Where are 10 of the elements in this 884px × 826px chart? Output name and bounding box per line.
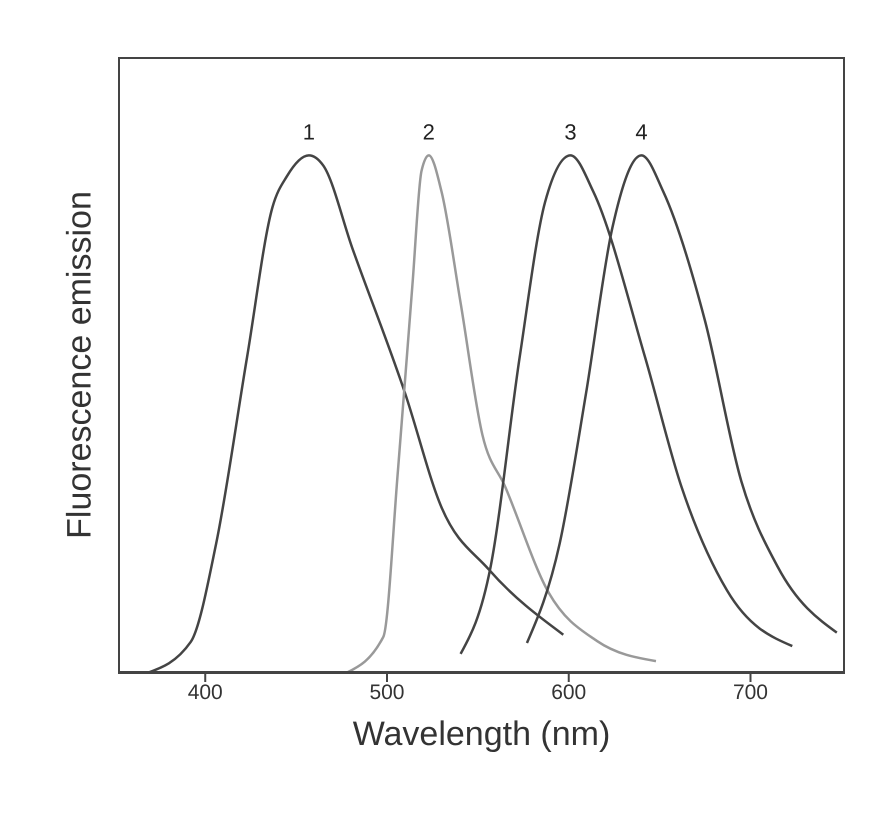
- x-tick-label: 600: [551, 680, 586, 704]
- series-label: 2: [422, 119, 435, 144]
- series-label: 3: [564, 119, 577, 144]
- x-axis-title: Wavelength (nm): [352, 715, 610, 753]
- series-label: 4: [635, 119, 648, 144]
- x-tick-label: 500: [369, 680, 405, 704]
- x-tick-label: 700: [732, 680, 768, 704]
- x-tick-label: 400: [188, 680, 223, 704]
- series-label: 1: [302, 119, 315, 144]
- y-axis-title: Fluorescence emission: [60, 191, 100, 539]
